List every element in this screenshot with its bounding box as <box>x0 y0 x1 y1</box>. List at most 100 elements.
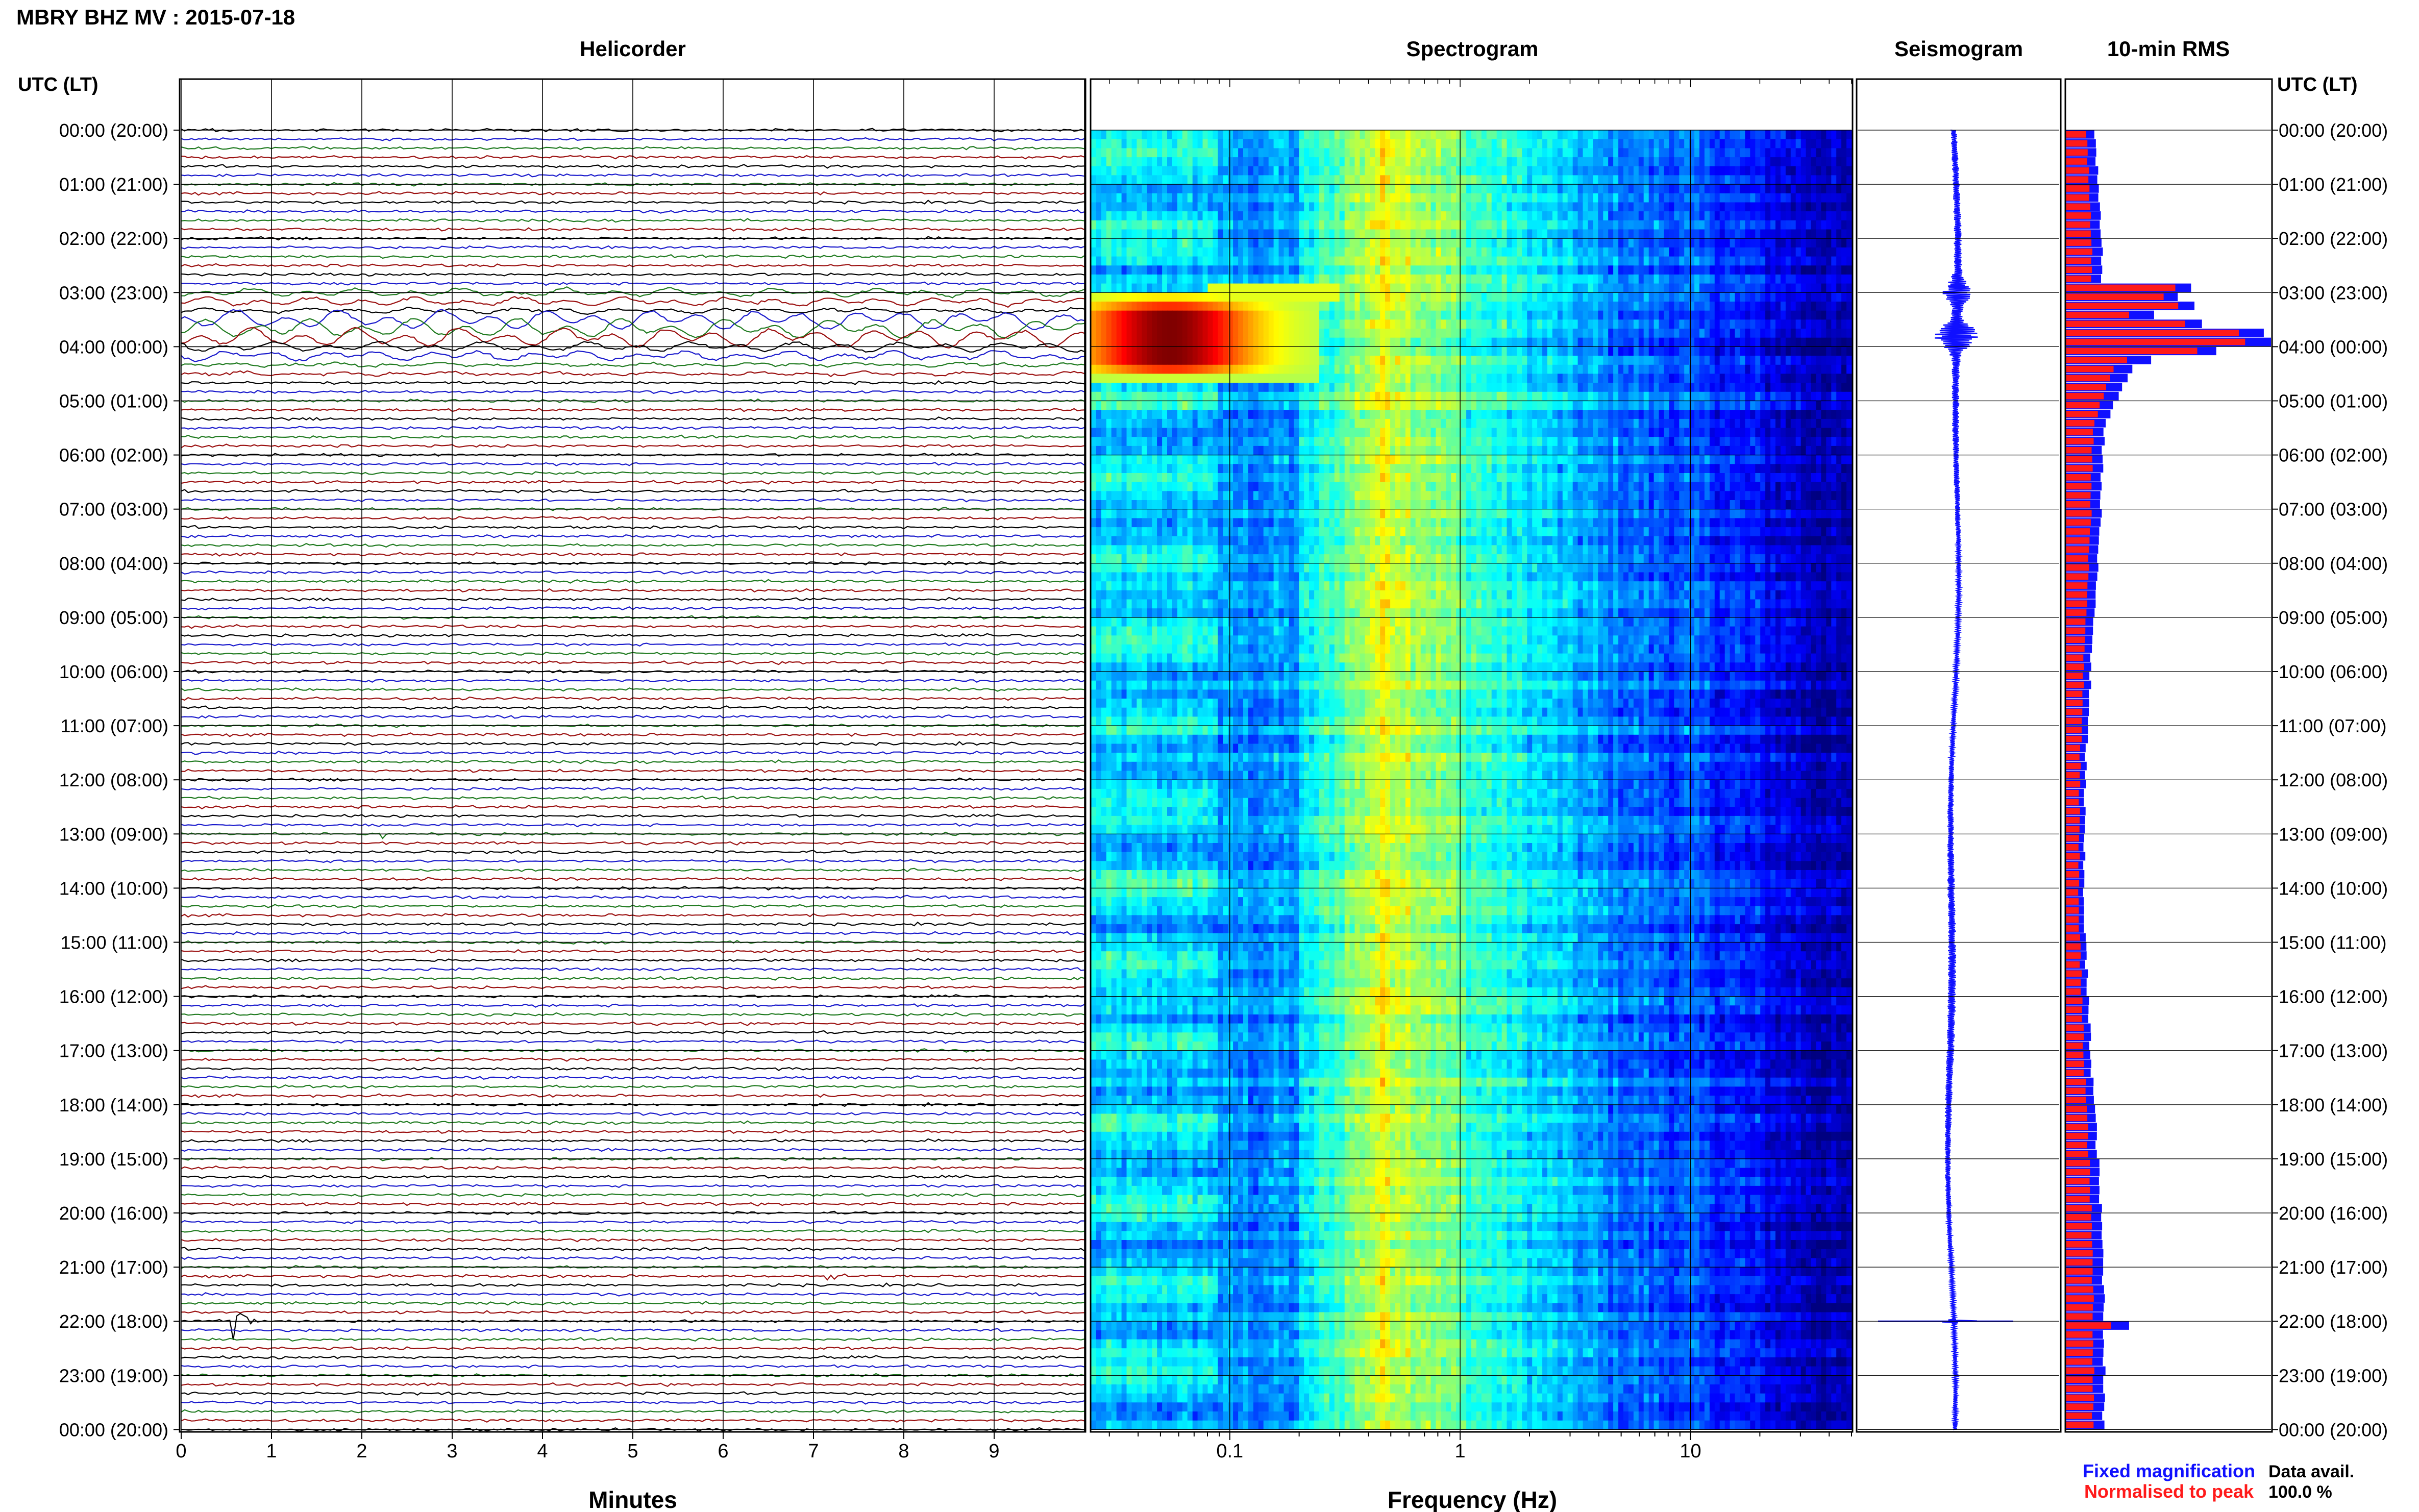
rms-bar-normalised <box>2066 1160 2090 1167</box>
rms-bar-normalised <box>2066 1412 2092 1419</box>
rms-bar-normalised <box>2066 1250 2093 1257</box>
rms-bar-normalised <box>2066 998 2083 1004</box>
rms-bar-normalised <box>2066 934 2080 941</box>
rms-bar-normalised <box>2066 420 2094 427</box>
time-label-right: 03:00 (23:00) <box>2279 282 2388 303</box>
time-label-right: 20:00 (16:00) <box>2279 1203 2388 1224</box>
time-label-left: 18:00 (14:00) <box>59 1095 168 1116</box>
rms-bar-normalised <box>2066 293 2164 300</box>
rms-bar-normalised <box>2066 1214 2091 1221</box>
spectrogram-x-tick-label: 1 <box>1455 1441 1466 1462</box>
time-label-right: 21:00 (17:00) <box>2279 1257 2388 1278</box>
rms-bar-normalised <box>2066 1178 2090 1184</box>
rms-bar-normalised <box>2066 1376 2093 1383</box>
spectrogram-xlabel: Frequency (Hz) <box>1388 1486 1557 1512</box>
helicorder-x-tick-label: 0 <box>176 1441 186 1462</box>
time-label-left: 12:00 (08:00) <box>59 770 168 790</box>
rms-bar-normalised <box>2066 763 2081 770</box>
time-label-right: 06:00 (02:00) <box>2279 445 2388 466</box>
rms-bar-normalised <box>2066 303 2178 309</box>
rms-bar-normalised <box>2066 131 2086 138</box>
helicorder-x-tick-label: 7 <box>808 1441 819 1462</box>
helicorder-x-tick-label: 8 <box>898 1441 909 1462</box>
rms-bar-normalised <box>2066 781 2080 787</box>
time-label-left: 08:00 (04:00) <box>59 553 168 574</box>
rms-bar-normalised <box>2066 636 2085 643</box>
rms-bar-normalised <box>2066 907 2079 914</box>
time-label-left: 23:00 (19:00) <box>59 1365 168 1386</box>
rms-bar-normalised <box>2066 1331 2092 1338</box>
rms-bar-normalised <box>2066 1232 2091 1238</box>
rms-bar-normalised <box>2066 429 2093 436</box>
rms-bar-normalised <box>2066 754 2080 760</box>
rms-bar-normalised <box>2066 456 2092 463</box>
rms-bar-normalised <box>2066 889 2078 896</box>
rms-bar-normalised <box>2066 312 2129 318</box>
rms-bar-normalised <box>2066 717 2082 724</box>
time-label-left: 10:00 (06:00) <box>59 661 168 682</box>
rms-bar-normalised <box>2066 221 2090 228</box>
time-label-left: 19:00 (15:00) <box>59 1149 168 1170</box>
time-label-right: 16:00 (12:00) <box>2279 986 2388 1007</box>
rms-bar-normalised <box>2066 1070 2084 1076</box>
rms-bar-normalised <box>2066 574 2088 580</box>
rms-bar-normalised <box>2066 339 2245 345</box>
rms-bar-normalised <box>2066 1124 2088 1130</box>
rms-bar-normalised <box>2066 1304 2093 1311</box>
rms-bar-normalised <box>2066 1341 2093 1347</box>
rms-bar-normalised <box>2066 663 2084 670</box>
rms-bar-normalised <box>2066 1187 2090 1194</box>
rms-bar-normalised <box>2066 817 2080 824</box>
rms-bar-normalised <box>2066 916 2079 923</box>
rms-bar-normalised <box>2066 853 2080 860</box>
rms-bar-normalised <box>2066 212 2091 219</box>
helicorder-x-tick-label: 1 <box>266 1441 277 1462</box>
right-axis-title: UTC (LT) <box>2277 74 2358 95</box>
rms-bar-normalised <box>2066 690 2082 697</box>
rms-bar-normalised <box>2066 1241 2092 1248</box>
time-label-left: 06:00 (02:00) <box>59 445 168 466</box>
rms-bar-normalised <box>2066 961 2080 968</box>
rms-bar-normalised <box>2066 1133 2088 1139</box>
rms-bar-normalised <box>2066 709 2082 715</box>
data-avail-value: 100.0 % <box>2268 1482 2332 1502</box>
helicorder-xlabel: Minutes <box>588 1486 677 1512</box>
rms-bar-normalised <box>2066 320 2185 327</box>
time-label-left: 16:00 (12:00) <box>59 986 168 1007</box>
rms-bar-normalised <box>2066 149 2088 156</box>
rms-bar-normalised <box>2066 772 2080 779</box>
data-avail-label: Data avail. <box>2268 1462 2354 1481</box>
rms-bar-normalised <box>2066 1295 2094 1302</box>
rms-bar-normalised <box>2066 655 2083 661</box>
rms-bar-normalised <box>2066 555 2088 562</box>
rms-bar-normalised <box>2066 1268 2093 1275</box>
rms-bar-normalised <box>2066 1151 2088 1157</box>
rms-bar-normalised <box>2066 393 2104 400</box>
rms-bar-normalised <box>2066 528 2090 535</box>
rms-bar-normalised <box>2066 1395 2094 1401</box>
rms-bar-normalised <box>2066 140 2087 147</box>
rms-bar-normalised <box>2066 591 2087 598</box>
rms-bar-normalised <box>2066 682 2084 688</box>
helicorder-x-tick-label: 6 <box>718 1441 728 1462</box>
rms-bar-normalised <box>2066 799 2079 806</box>
time-label-left: 14:00 (10:00) <box>59 878 168 899</box>
time-label-right: 07:00 (03:00) <box>2279 499 2388 520</box>
time-label-left: 21:00 (17:00) <box>59 1257 168 1278</box>
spectrogram-x-tick-label: 10 <box>1680 1441 1701 1462</box>
rms-bar-normalised <box>2066 176 2088 183</box>
rms-bar-normalised <box>2066 231 2091 237</box>
rms-bar-normalised <box>2066 1025 2084 1031</box>
rms-bar-normalised <box>2066 1385 2093 1392</box>
time-label-right: 23:00 (19:00) <box>2279 1365 2388 1386</box>
rms-bar-normalised <box>2066 727 2082 733</box>
time-label-right: 00:00 (20:00) <box>2279 1419 2388 1440</box>
rms-bar-normalised <box>2066 790 2079 797</box>
rms-bar-normalised <box>2066 1196 2090 1203</box>
rms-bar-normalised <box>2066 1322 2111 1329</box>
time-label-left: 11:00 (07:00) <box>61 715 168 736</box>
rms-bar-normalised <box>2066 925 2079 932</box>
rms-bar-normalised <box>2066 1205 2092 1211</box>
rms-bar-normalised <box>2066 276 2091 282</box>
